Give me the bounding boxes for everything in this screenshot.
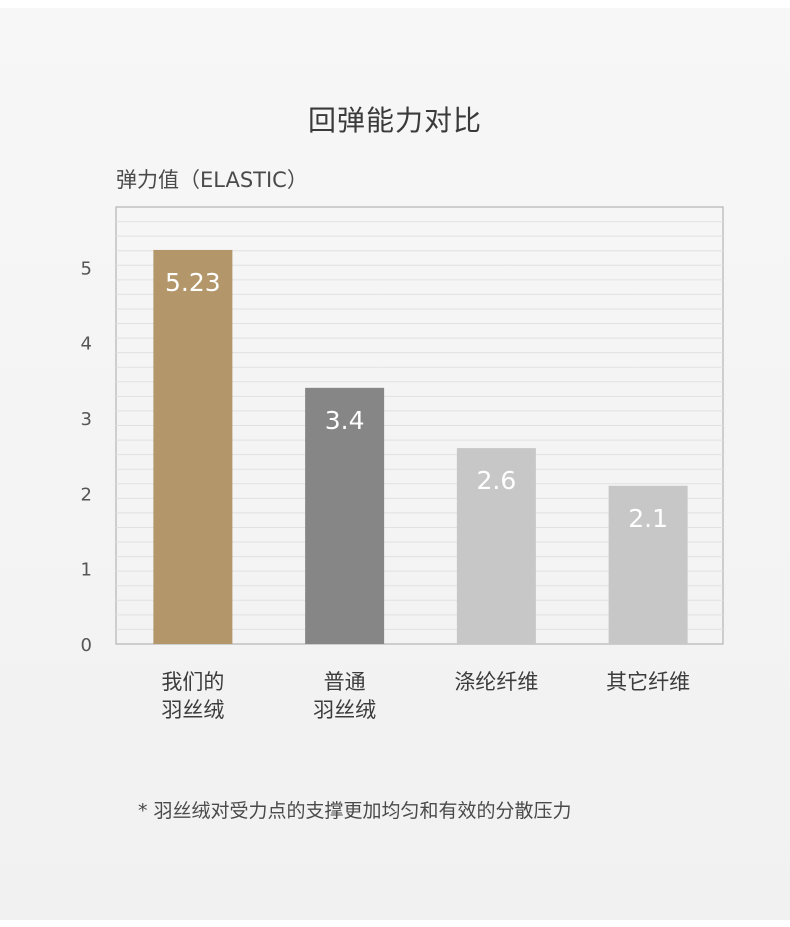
x-category-label: 羽丝绒	[161, 698, 224, 722]
y-tick-label: 5	[81, 258, 92, 279]
bar-value-label: 3.4	[325, 406, 365, 435]
bar	[608, 485, 688, 644]
y-tick-label: 4	[81, 334, 92, 355]
x-category-label: 普通	[324, 670, 366, 694]
x-category-label: 羽丝绒	[313, 698, 376, 722]
y-axis-label: 弹力值（ELASTIC）	[116, 168, 308, 192]
bar-value-label: 5.23	[165, 268, 221, 297]
y-tick-label: 2	[81, 484, 92, 505]
chart-title: 回弹能力对比	[307, 104, 482, 137]
y-tick-label: 3	[81, 409, 92, 430]
chart-footnote: * 羽丝绒对受力点的支撑更加均匀和有效的分散压力	[138, 800, 572, 822]
bar	[456, 448, 536, 644]
y-tick-label: 0	[81, 635, 92, 656]
chart-background	[0, 8, 790, 920]
bar	[153, 249, 233, 645]
y-tick-label: 1	[81, 560, 92, 581]
x-category-label: 我们的	[161, 670, 224, 694]
x-category-label: 其它纤维	[606, 670, 690, 694]
bar-value-label: 2.1	[628, 504, 668, 533]
bar-value-label: 2.6	[476, 466, 516, 495]
bar	[305, 387, 385, 644]
x-category-label: 涤纶纤维	[454, 670, 538, 694]
